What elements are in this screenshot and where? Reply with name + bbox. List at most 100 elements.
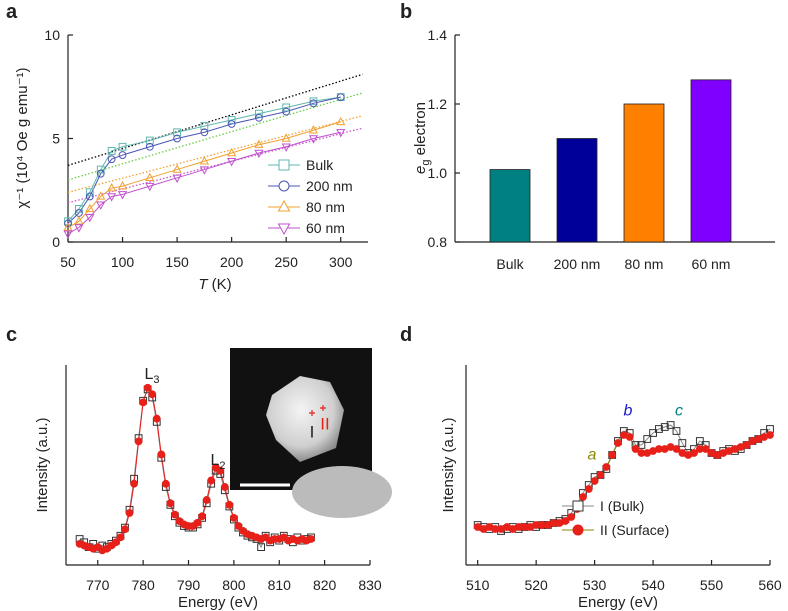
data-point	[666, 421, 675, 429]
annotation-part: L	[144, 366, 153, 383]
data-point	[281, 133, 291, 142]
fit-line	[67, 92, 363, 181]
data-point	[282, 107, 291, 116]
y-tick-label: 10	[44, 27, 60, 43]
legend-label: Bulk	[306, 157, 334, 173]
data-point	[220, 483, 229, 491]
data-point	[173, 134, 181, 143]
data-point	[225, 501, 234, 509]
y-tick-label: 1.2	[428, 96, 448, 112]
annotation-part: L	[210, 452, 219, 469]
x-tick-label: 80 nm	[625, 256, 664, 272]
data-point	[172, 174, 182, 183]
x-tick-label: 50	[60, 254, 76, 270]
data-point	[608, 451, 617, 459]
legend-label: 60 nm	[306, 220, 345, 236]
y-axis-label-part: e	[412, 166, 429, 174]
annotation: b	[624, 403, 633, 420]
data-point	[193, 518, 202, 527]
data-point	[207, 476, 216, 485]
inset-label: II	[320, 415, 329, 434]
x-axis-label: T (K)	[198, 276, 231, 293]
x-tick-label: 520	[524, 577, 548, 593]
panel-label: a	[6, 1, 18, 23]
data-point	[336, 116, 346, 126]
annotation: c	[675, 403, 683, 420]
panel-label: b	[400, 1, 412, 23]
legend-marker	[572, 500, 584, 512]
x-tick-label: 780	[131, 577, 155, 593]
series-line	[67, 96, 341, 224]
data-point	[254, 149, 264, 159]
inset-image	[230, 348, 392, 518]
data-point	[161, 479, 170, 488]
data-point	[336, 93, 345, 101]
data-point	[157, 450, 166, 459]
bar	[489, 169, 531, 243]
x-tick-label: 150	[165, 254, 189, 270]
y-axis-label-part: g	[420, 160, 432, 166]
x-tick-label: 530	[583, 577, 607, 593]
series-line	[67, 96, 341, 222]
data-point	[117, 191, 128, 200]
y-axis-label: χ⁻¹ (10⁴ Oe g emu⁻¹)	[14, 67, 31, 208]
data-point	[229, 514, 238, 522]
x-tick-label: 510	[466, 577, 490, 593]
data-point	[614, 439, 622, 447]
data-point	[257, 543, 266, 552]
y-axis-label: Intensity (a.u.)	[34, 417, 51, 512]
data-point	[145, 136, 154, 145]
data-point	[216, 466, 225, 475]
series-line	[67, 131, 341, 235]
data-point	[139, 398, 148, 407]
data-point	[85, 192, 94, 201]
data-point	[309, 99, 318, 108]
data-point	[643, 435, 652, 443]
data-point	[678, 439, 687, 447]
inset-markers	[309, 405, 326, 416]
data-point	[107, 147, 116, 155]
legend-marker	[277, 199, 291, 212]
data-point	[308, 125, 319, 134]
data-point	[130, 479, 138, 488]
y-tick-label: 0	[52, 234, 60, 250]
x-tick-label: 550	[700, 577, 724, 593]
data-point	[170, 510, 179, 519]
x-tick-label: 100	[111, 254, 135, 270]
data-point	[116, 533, 125, 542]
data-point	[227, 120, 236, 128]
data-point	[74, 224, 84, 233]
data-point	[173, 128, 181, 137]
data-point	[631, 445, 640, 453]
data-point	[584, 485, 593, 493]
y-axis-label-part: Intensity (a.u.)	[440, 417, 457, 512]
x-tick-label: 300	[329, 254, 353, 270]
y-axis-label: Intensity (a.u.)	[440, 417, 457, 512]
data-point	[143, 383, 152, 392]
data-point	[199, 166, 209, 175]
data-point	[166, 499, 175, 508]
data-point	[596, 471, 605, 479]
x-tick-label: 560	[758, 577, 782, 593]
inset-label: I	[310, 423, 315, 442]
fit-line	[67, 73, 363, 167]
y-axis-label-part: χ⁻¹ (10⁴ Oe g emu⁻¹)	[14, 67, 31, 208]
data-point	[766, 431, 774, 439]
y-axis-label-part: Intensity (a.u.)	[34, 417, 51, 512]
annotation: L2	[210, 452, 225, 473]
data-point	[96, 191, 106, 200]
annotation: L3	[144, 366, 159, 387]
data-point	[336, 129, 346, 138]
data-point	[96, 201, 106, 210]
data-point	[148, 390, 157, 399]
data-point	[227, 158, 237, 167]
data-point	[227, 147, 237, 157]
legend-label: 80 nm	[306, 199, 345, 215]
x-tick-label: 200 nm	[554, 256, 601, 272]
bar	[690, 79, 732, 243]
x-tick-label: Bulk	[496, 256, 524, 272]
data-point	[125, 509, 134, 517]
data-point	[145, 172, 155, 182]
data-point	[672, 427, 681, 435]
data-point	[85, 213, 95, 223]
